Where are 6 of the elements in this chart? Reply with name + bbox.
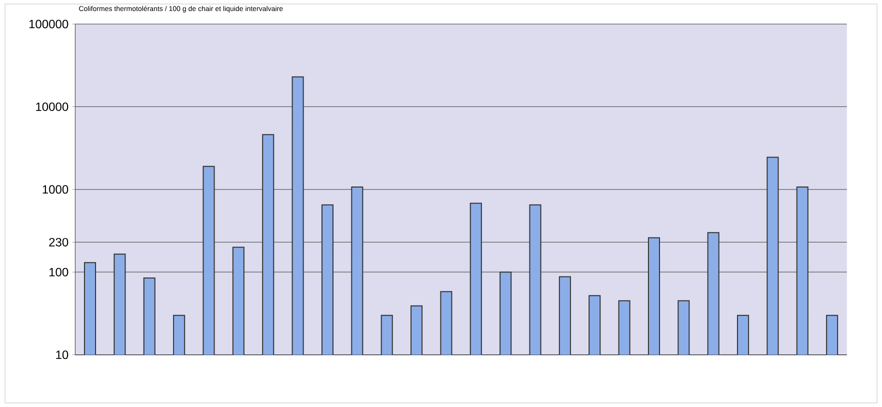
y-tick-label: 1000: [42, 185, 68, 194]
y-tick-label: 100000: [29, 20, 68, 28]
y-tick-label: 10: [56, 350, 68, 360]
y-tick-label: 10000: [36, 102, 68, 112]
y-tick-label: 100: [49, 268, 68, 276]
y-tick-label: 230: [49, 238, 68, 246]
